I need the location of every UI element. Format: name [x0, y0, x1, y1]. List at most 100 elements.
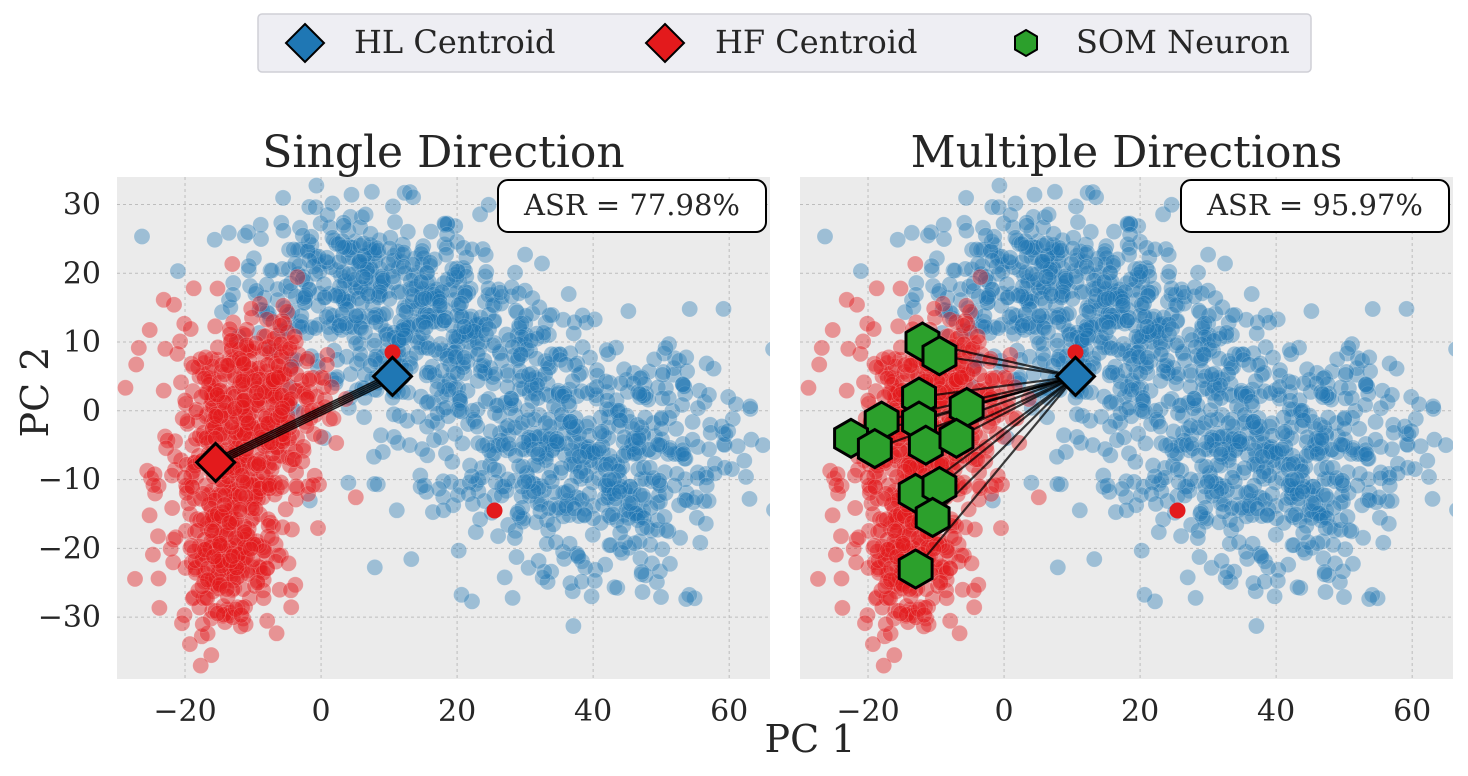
hl-point	[365, 309, 383, 326]
hf-point	[306, 467, 324, 485]
hf-point	[222, 501, 240, 519]
hl-point	[307, 265, 324, 283]
hf-point	[202, 372, 220, 390]
hl-point	[330, 287, 348, 305]
hl-point	[440, 381, 458, 399]
hl-point	[451, 392, 469, 410]
hl-point	[516, 329, 534, 346]
hf-point	[266, 474, 284, 492]
hf-point	[184, 358, 202, 376]
hl-point	[425, 394, 443, 412]
hl-point	[519, 401, 537, 419]
hl-point	[625, 364, 643, 382]
hl-point	[513, 315, 530, 332]
hl-point	[1103, 285, 1120, 303]
hf-point	[846, 499, 864, 517]
hf-point	[232, 606, 250, 624]
hf-point	[264, 445, 282, 463]
hl-point	[570, 507, 588, 525]
hl-point	[702, 424, 720, 442]
hl-point	[1317, 583, 1334, 601]
hl-point	[275, 222, 292, 239]
hl-point	[622, 495, 639, 513]
hl-point	[966, 302, 984, 320]
hl-point	[889, 231, 907, 248]
hl-point	[539, 522, 557, 539]
hf-point	[280, 449, 297, 466]
hf-point	[213, 550, 230, 568]
hl-point	[1082, 298, 1100, 315]
hl-point	[552, 414, 570, 432]
hl-point	[483, 447, 501, 465]
hl-point	[1284, 455, 1302, 473]
hf-point	[199, 573, 216, 590]
hl-point	[424, 503, 442, 521]
hf-point	[269, 368, 287, 386]
hf-point	[232, 544, 249, 562]
hl-point	[449, 379, 467, 397]
hl-point	[396, 264, 414, 282]
hf-point	[145, 476, 162, 494]
hl-point	[484, 375, 502, 392]
hl-point	[251, 301, 268, 319]
hl-point	[372, 316, 390, 334]
hl-point	[571, 435, 589, 453]
hl-point	[486, 460, 503, 478]
hl-point	[993, 285, 1011, 303]
hf-point	[227, 424, 245, 442]
hl-point	[308, 177, 325, 194]
hf-point	[241, 476, 259, 494]
hf-point	[207, 541, 225, 558]
hl-point	[666, 477, 683, 494]
hl-point	[1356, 396, 1374, 414]
hf-point	[232, 460, 249, 478]
hf-point	[250, 483, 268, 501]
hl-point	[1245, 413, 1262, 430]
hl-point	[363, 183, 381, 201]
hl-point	[557, 497, 575, 515]
hl-point	[677, 450, 694, 468]
hl-point	[1169, 365, 1187, 383]
hf-point	[230, 546, 247, 564]
hl-point	[620, 539, 638, 557]
hf-point	[254, 464, 272, 481]
hl-point	[420, 273, 438, 290]
hl-point	[1195, 345, 1212, 363]
hl-point	[566, 500, 583, 518]
hl-point	[1043, 307, 1060, 325]
hf-point	[239, 565, 257, 583]
hl-point	[385, 247, 403, 264]
som-neuron-marker	[921, 335, 958, 377]
hl-point	[529, 457, 546, 474]
hl-point	[1364, 300, 1381, 318]
hl-point	[302, 228, 320, 245]
hf-point	[850, 528, 868, 546]
hl-point	[588, 361, 606, 379]
hl-point	[556, 485, 574, 502]
hl-point	[378, 325, 395, 342]
hl-point	[602, 509, 620, 526]
hl-point	[1190, 447, 1207, 464]
hf-point	[313, 369, 330, 386]
hf-point	[889, 317, 907, 335]
hl-point	[463, 467, 481, 485]
hl-point	[393, 253, 411, 271]
hl-point	[412, 273, 430, 291]
hl-point	[283, 302, 301, 320]
hf-point	[213, 526, 230, 544]
hl-point	[907, 286, 925, 304]
hl-point	[431, 293, 448, 310]
hf-point	[203, 577, 221, 595]
hl-point	[276, 299, 294, 317]
hl-point	[689, 469, 707, 487]
hf-point	[253, 475, 270, 493]
hl-point	[398, 317, 416, 335]
hf-point	[177, 559, 194, 577]
hl-point	[586, 572, 604, 590]
hl-point	[317, 253, 334, 270]
hl-point	[972, 317, 989, 335]
hl-point	[594, 496, 612, 514]
hl-point	[451, 299, 469, 316]
hl-point	[472, 309, 490, 326]
hl-point	[373, 267, 391, 285]
